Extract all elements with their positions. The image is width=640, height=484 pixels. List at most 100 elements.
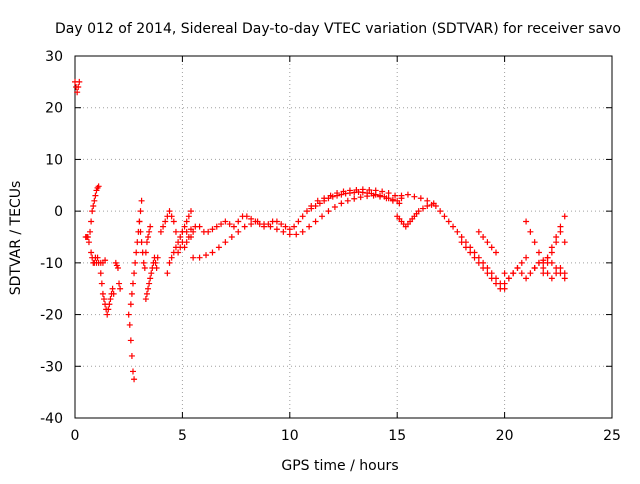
data-point [152, 259, 159, 266]
data-point [357, 194, 364, 201]
data-point [467, 249, 474, 256]
data-point [295, 218, 302, 225]
data-point [164, 270, 171, 277]
data-point [154, 254, 161, 261]
data-point [344, 197, 351, 204]
data-point [325, 208, 332, 215]
data-point [168, 213, 175, 220]
data-point [501, 280, 508, 287]
data-point [415, 208, 422, 215]
data-point [136, 218, 143, 225]
data-point [209, 226, 216, 233]
data-point [450, 223, 457, 230]
data-point [218, 221, 225, 228]
data-point [544, 254, 551, 261]
data-point [561, 239, 568, 246]
data-point [286, 231, 293, 238]
chart-title: Day 012 of 2014, Sidereal Day-to-day VTE… [55, 21, 621, 37]
data-point [213, 223, 220, 230]
data-point [89, 208, 96, 215]
data-point [518, 259, 525, 266]
data-point [107, 296, 114, 303]
data-point [131, 376, 138, 383]
data-point [273, 218, 280, 225]
data-point [75, 84, 82, 91]
data-point [493, 280, 500, 287]
data-point [319, 213, 326, 220]
ticks-layer: 0 5 10 15 20 25 -40 -30 -20 -10 0 10 20 30 [40, 49, 621, 444]
data-point [166, 259, 173, 266]
y-tick-label: 0 [54, 204, 63, 220]
data-point [228, 234, 235, 240]
data-point [76, 78, 83, 85]
data-point [143, 290, 150, 297]
x-tick-label: 0 [71, 428, 80, 444]
y-tick-label: 20 [45, 101, 63, 117]
data-point [98, 280, 105, 287]
series-trace-o [394, 201, 439, 230]
data-point [177, 234, 184, 240]
data-point [125, 311, 132, 318]
data-point [267, 223, 274, 230]
data-point [181, 223, 188, 230]
data-point [523, 218, 530, 225]
data-point [441, 213, 448, 220]
data-point [312, 218, 319, 225]
x-axis-label: GPS time / hours [281, 458, 398, 474]
data-point [351, 195, 358, 202]
data-point [299, 213, 306, 220]
data-point [488, 275, 495, 282]
data-point [299, 228, 306, 235]
data-point [505, 275, 512, 282]
data-point [141, 265, 148, 272]
data-point [129, 368, 136, 375]
data-point [398, 192, 405, 199]
data-point [129, 280, 136, 287]
data-point [480, 234, 487, 240]
data-point [497, 285, 504, 292]
data-point [148, 270, 155, 277]
data-point [88, 218, 95, 225]
data-point [226, 221, 233, 228]
data-point [183, 239, 190, 246]
data-point [205, 228, 212, 235]
data-point [88, 249, 95, 256]
data-point [222, 218, 229, 225]
data-point [523, 275, 530, 282]
data-point [243, 213, 250, 220]
data-point [209, 249, 216, 256]
data-point [480, 265, 487, 272]
data-point [379, 188, 386, 195]
data-point [183, 218, 190, 225]
data-point [540, 265, 547, 272]
data-point [102, 257, 109, 264]
data-point [95, 183, 102, 190]
data-point [85, 239, 92, 246]
data-point [514, 265, 521, 272]
data-point [254, 218, 261, 225]
data-point [553, 239, 560, 246]
x-tick-label: 15 [388, 428, 406, 444]
data-point [99, 290, 106, 297]
data-point [133, 249, 140, 256]
data-point [187, 208, 194, 215]
data-point [557, 270, 564, 277]
data-point [471, 254, 478, 261]
data-point [557, 228, 564, 235]
data-point [166, 208, 173, 215]
data-point [553, 234, 560, 240]
data-point [153, 265, 160, 272]
data-point [181, 244, 188, 251]
series-trace-m [190, 192, 403, 261]
data-point [540, 257, 547, 264]
series-trace-f [125, 311, 138, 383]
data-point [548, 259, 555, 266]
axes-layer [74, 55, 613, 419]
data-point [84, 234, 91, 240]
data-point [561, 275, 568, 282]
data-point [462, 244, 469, 251]
series-trace-c [88, 249, 109, 266]
data-point [196, 223, 203, 230]
